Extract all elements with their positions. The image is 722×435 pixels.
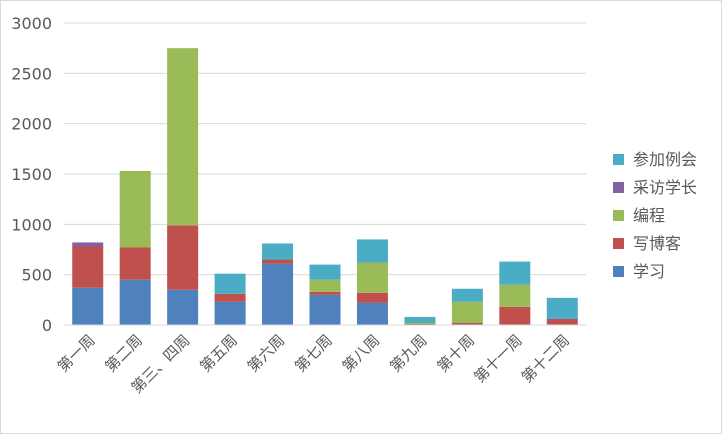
bar-segment	[214, 273, 246, 294]
legend-label: 编程	[633, 206, 665, 225]
legend-swatch	[613, 182, 624, 193]
x-tick-label: 第九周	[386, 331, 431, 376]
bar-segment	[499, 261, 531, 285]
bar-segment	[309, 291, 341, 295]
y-tick-label: 500	[21, 266, 52, 285]
bar-segment	[451, 288, 483, 302]
bar-segment	[262, 243, 294, 260]
y-tick-label: 3000	[11, 14, 52, 33]
bar-segment	[309, 279, 341, 292]
legend-swatch	[613, 238, 624, 249]
bar-segment	[214, 293, 246, 302]
x-tick-label: 第六周	[244, 331, 289, 376]
bar-segment	[167, 48, 199, 226]
bar-segment	[262, 259, 294, 264]
y-tick-label: 2000	[11, 115, 52, 134]
bar-segment	[309, 294, 341, 325]
bar-segment	[262, 263, 294, 325]
bar-segment	[167, 225, 199, 290]
bar-segment	[546, 318, 578, 325]
x-tick-label: 第八周	[339, 331, 384, 376]
bar-segment	[451, 301, 483, 323]
x-tick-label: 第七周	[291, 331, 336, 376]
x-tick-label: 第十周	[434, 331, 479, 376]
x-tick-label: 第五周	[196, 331, 241, 376]
bar-segment	[451, 322, 483, 325]
bar-segment	[356, 302, 388, 325]
bar-segment	[167, 289, 199, 325]
legend-swatch	[613, 154, 624, 165]
legend-swatch	[613, 266, 624, 277]
bar-segment	[404, 316, 436, 323]
legend-swatch	[613, 210, 624, 221]
bar-segment	[214, 301, 246, 325]
bar-segment	[404, 323, 436, 325]
bar-segment	[404, 322, 436, 324]
bar-segment	[119, 279, 151, 325]
bar-segment	[356, 262, 388, 293]
bar-segment	[72, 287, 104, 325]
bar-segment	[356, 239, 388, 263]
legend-label: 学习	[633, 262, 665, 281]
legend-label: 采访学长	[633, 178, 697, 197]
y-tick-label: 0	[42, 316, 52, 335]
x-tick-label: 第一周	[54, 331, 99, 376]
legend-label: 写博客	[633, 234, 681, 253]
x-tick-label: 第二周	[101, 331, 146, 376]
bar-segment	[546, 297, 578, 319]
y-tick-label: 1500	[11, 165, 52, 184]
bar-segment	[356, 292, 388, 303]
y-tick-label: 2500	[11, 64, 52, 83]
bar-segment	[309, 264, 341, 280]
y-tick-label: 1000	[11, 215, 52, 234]
legend-label: 参加例会	[633, 150, 697, 169]
x-tick-label: 第十一周	[470, 331, 525, 386]
bar-segment	[72, 246, 104, 288]
bar-segment	[119, 247, 151, 280]
bar-segment	[499, 284, 531, 307]
x-tick-label: 第十二周	[518, 331, 573, 386]
bar-segment	[119, 170, 151, 248]
bar-segment	[72, 242, 104, 247]
bar-segment	[499, 306, 531, 325]
